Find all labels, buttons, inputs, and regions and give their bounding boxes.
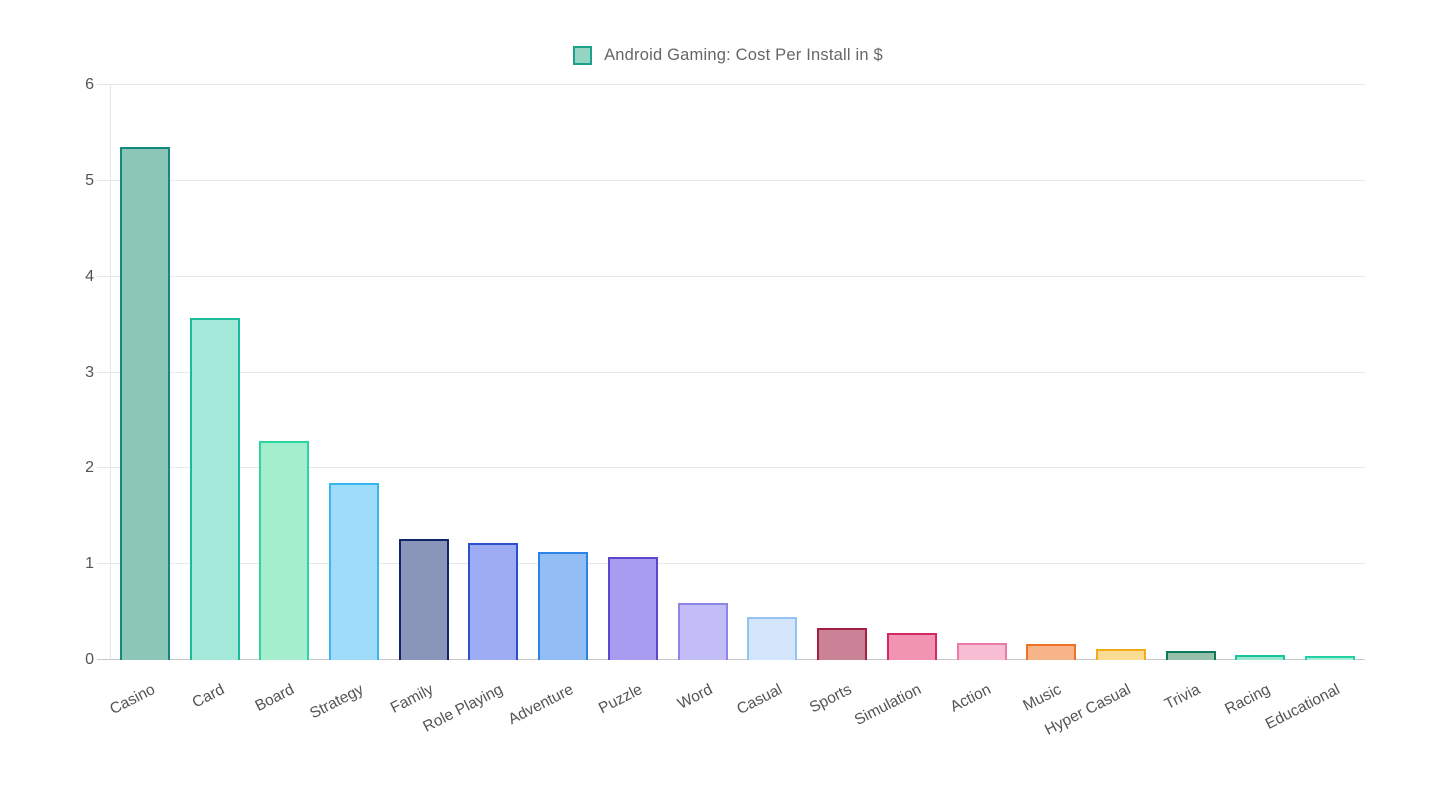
legend-item-cost-per-install[interactable]: Android Gaming: Cost Per Install in $ <box>573 46 883 65</box>
bar-card <box>189 317 240 660</box>
x-tick-label-action: Action <box>948 680 995 716</box>
legend-label: Android Gaming: Cost Per Install in $ <box>604 46 883 64</box>
x-axis-baseline <box>97 659 1365 660</box>
y-axis-line <box>110 85 111 660</box>
bar-role-playing <box>468 543 519 660</box>
y-tick-label-0: 0 <box>85 651 94 668</box>
x-tick-label-puzzle: Puzzle <box>596 680 646 718</box>
bar-board <box>259 440 310 660</box>
bar-sports <box>817 628 868 660</box>
x-tick-label-casino: Casino <box>106 680 158 719</box>
bar-simulation <box>886 633 937 660</box>
gridline-1 <box>97 563 1365 565</box>
gridline-4 <box>97 275 1365 277</box>
y-tick-label-1: 1 <box>85 555 94 573</box>
x-tick-label-adventure: Adventure <box>505 680 576 729</box>
y-tick-label-4: 4 <box>85 267 94 285</box>
y-tick-label-5: 5 <box>85 171 94 189</box>
gridline-3 <box>97 371 1365 373</box>
x-axis-labels: Casino Card Board Strategy Family Role Playin… <box>106 660 1365 760</box>
x-tick-label-racing: Racing <box>1222 680 1274 719</box>
x-tick-label-trivia: Trivia <box>1162 680 1204 714</box>
x-tick-label-strategy: Strategy <box>307 680 367 723</box>
bar-casino <box>119 147 170 660</box>
bar-trivia <box>1165 651 1216 660</box>
gridline-5 <box>97 179 1365 181</box>
y-tick-label-6: 6 <box>85 76 94 93</box>
x-tick-label-sports: Sports <box>807 680 855 717</box>
bar-adventure <box>538 551 589 660</box>
bar-puzzle <box>607 557 658 660</box>
x-tick-label-educational: Educational <box>1262 680 1343 733</box>
gridline-6 <box>97 84 1365 85</box>
bar-music <box>1026 643 1077 660</box>
bar-action <box>956 642 1007 660</box>
x-tick-label-family: Family <box>387 680 437 717</box>
x-tick-label-simulation: Simulation <box>852 680 925 729</box>
chart-legend: Android Gaming: Cost Per Install in $ <box>0 46 1456 65</box>
y-axis-labels: 0 1 2 3 4 5 6 <box>0 76 94 668</box>
plot-area <box>97 84 1365 660</box>
legend-swatch-icon <box>573 46 593 65</box>
bar-educational <box>1305 656 1356 660</box>
y-tick-label-2: 2 <box>85 459 94 477</box>
bar-word <box>677 602 728 660</box>
bar-racing <box>1235 655 1286 660</box>
x-tick-label-music: Music <box>1020 680 1064 715</box>
x-tick-label-casual: Casual <box>734 680 785 719</box>
y-tick-label-3: 3 <box>85 363 94 381</box>
x-tick-label-board: Board <box>252 680 297 715</box>
gridline-2 <box>97 467 1365 469</box>
x-tick-label-card: Card <box>189 680 228 712</box>
x-tick-label-word: Word <box>674 680 716 713</box>
bar-family <box>398 539 449 660</box>
bar-hyper-casual <box>1095 649 1146 660</box>
bar-casual <box>747 616 798 660</box>
bar-strategy <box>329 482 380 660</box>
